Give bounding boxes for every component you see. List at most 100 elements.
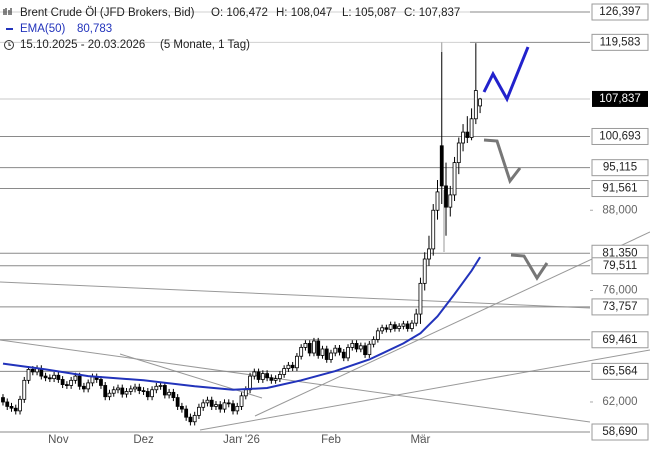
candle-body xyxy=(205,399,210,404)
candle-body xyxy=(133,386,137,390)
period: (5 Monate, 1 Tag) xyxy=(160,39,250,51)
level-label: 69,461 xyxy=(602,334,637,346)
candle-body xyxy=(235,406,240,412)
candle-body xyxy=(260,373,265,380)
candle-body xyxy=(18,398,22,412)
candle-body xyxy=(226,402,231,405)
candle-body xyxy=(269,377,274,381)
level-label: 65,564 xyxy=(602,365,638,377)
candle-body xyxy=(209,399,214,407)
candle-body xyxy=(410,322,414,329)
y-tick-label: 88,000 xyxy=(602,204,637,216)
candle-body xyxy=(43,375,48,379)
candle-body xyxy=(77,375,82,387)
candle-body xyxy=(22,379,27,400)
candle-body xyxy=(158,385,163,387)
candle-body xyxy=(214,404,218,407)
candle-body xyxy=(307,343,312,354)
candle-body xyxy=(333,347,338,354)
x-tick-label: Feb xyxy=(321,434,341,446)
candle-body xyxy=(197,406,201,416)
candle-body xyxy=(299,346,304,357)
candle-body xyxy=(461,131,465,144)
candle-body xyxy=(290,364,295,369)
candle-body xyxy=(367,343,372,356)
level-box xyxy=(591,159,649,177)
candle-body xyxy=(9,406,14,409)
ema-value: 80,783 xyxy=(77,23,112,35)
level-box xyxy=(591,362,649,380)
trend-lines xyxy=(0,190,650,431)
level-label: 100,693 xyxy=(599,131,641,143)
candle-body xyxy=(69,379,74,386)
candle-body xyxy=(439,145,444,187)
header: Brent Crude Öl (JFD Brokers, Bid) O: 106… xyxy=(0,2,470,52)
candle-body xyxy=(171,391,176,398)
candle-body xyxy=(452,162,457,196)
candle-body xyxy=(175,397,180,407)
last-price-label: 107,837 xyxy=(599,93,641,105)
candle-body xyxy=(184,408,189,418)
level-box xyxy=(591,3,649,21)
candle-body xyxy=(465,131,470,138)
candle-body xyxy=(286,364,291,369)
candle-body xyxy=(401,323,406,327)
candle-body xyxy=(239,395,244,407)
candle-body xyxy=(273,378,278,381)
candle-body xyxy=(354,343,359,350)
candle-body xyxy=(256,371,261,380)
ohlc: L: 105,087 xyxy=(342,7,396,19)
candle-body xyxy=(111,389,116,394)
x-tick-label: Dez xyxy=(133,434,154,446)
y-tick-label: 62,000 xyxy=(602,396,637,408)
candle-body xyxy=(371,339,376,345)
candle-body xyxy=(99,379,103,386)
ohlc: O: 106,472 xyxy=(211,7,268,19)
candle-body xyxy=(222,402,227,410)
level-label: 58,690 xyxy=(602,426,637,438)
candle-body xyxy=(469,118,474,138)
candle-body xyxy=(248,375,252,391)
candle-body xyxy=(218,404,223,410)
candle-body xyxy=(456,142,461,164)
level-label: 91,561 xyxy=(602,183,637,195)
candle-body xyxy=(231,403,235,412)
date-range: 15.10.2025 - 20.03.2026 xyxy=(20,39,145,51)
title: Brent Crude Öl (JFD Brokers, Bid) xyxy=(20,7,195,19)
candle-body xyxy=(418,282,423,315)
candle-body xyxy=(312,340,316,354)
level-box xyxy=(591,257,649,275)
candle-body xyxy=(252,371,257,377)
candle-body xyxy=(329,352,333,360)
candle-body xyxy=(414,313,419,324)
candle-body xyxy=(448,194,453,208)
candle-body xyxy=(120,387,125,395)
candle-body xyxy=(192,414,197,423)
candle-body xyxy=(303,343,308,348)
candle-body xyxy=(162,385,167,396)
candle-body xyxy=(282,368,287,375)
candle-body xyxy=(103,385,108,398)
candle-body xyxy=(316,340,321,356)
candle-body xyxy=(324,348,329,360)
candle-body xyxy=(64,384,69,386)
candle-body xyxy=(295,355,299,369)
level-box xyxy=(591,423,649,441)
level-label: 73,757 xyxy=(602,301,637,313)
level-label: 81,350 xyxy=(602,247,637,259)
candle-body xyxy=(392,324,397,329)
candle-body xyxy=(337,347,342,353)
y-tick-label: 76,000 xyxy=(602,285,637,297)
level-box xyxy=(591,331,649,349)
candle-body xyxy=(5,401,10,407)
candle-body xyxy=(243,389,248,397)
candle-body xyxy=(141,390,146,393)
candle-body xyxy=(167,391,172,396)
axis-labels: 62,000 76,000 88,000 Nov Dez Jan '26 Feb Mär 126… xyxy=(48,3,649,446)
candle-body xyxy=(363,345,367,356)
candle-body xyxy=(145,391,150,398)
candle-body xyxy=(13,407,18,412)
scenario-arrows xyxy=(482,46,549,281)
level-label: 79,511 xyxy=(603,260,637,272)
